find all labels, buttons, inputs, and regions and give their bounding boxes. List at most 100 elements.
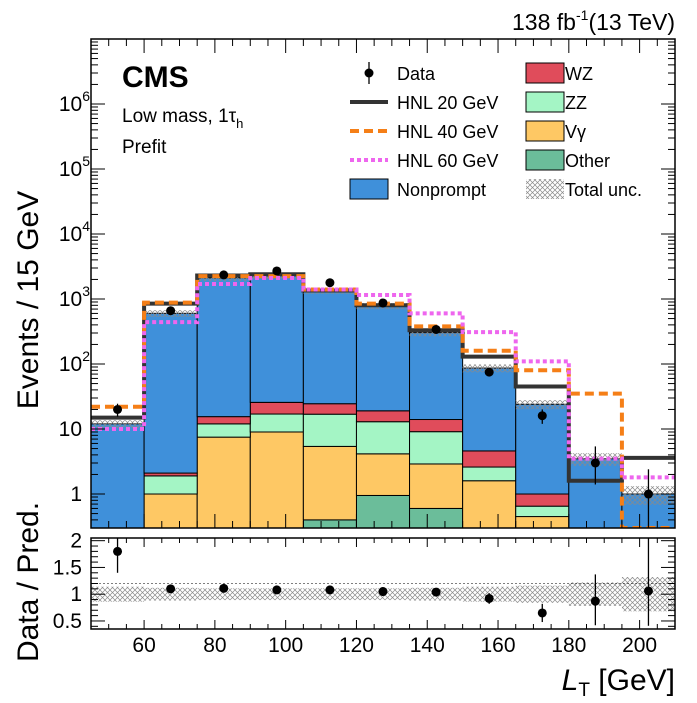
bar-zz-3 [249,413,304,433]
bar-nonprompt-1 [143,312,198,474]
legend-label-hnl40: HNL 40 GeV [397,122,498,142]
ratio-unc-bin-0 [91,586,145,602]
bar-vgamma-1 [143,493,198,528]
x-axis-title: LT [GeV] [562,664,675,701]
legend-label-wz: WZ [565,64,593,84]
ratio-point-7 [484,593,494,603]
x-tick-label: 180 [551,634,586,657]
bar-nonprompt-3 [249,275,304,403]
ratio-points [113,538,653,626]
legend-label-zz: ZZ [565,93,587,113]
ratio-point-10 [643,586,653,596]
legend-label-other: Other [565,151,610,171]
ratio-point-2 [219,583,229,593]
bar-vgamma-3 [249,431,304,528]
bar-nonprompt-0 [91,423,145,528]
signal-hnl60 [91,276,675,480]
ratio-y-tick-label: 1 [70,583,82,606]
ratio-point-0 [113,546,123,556]
bar-vgamma-6 [409,463,464,509]
unc-band-bin-0 [91,420,145,429]
data-point-5 [378,298,388,308]
ratio-point-9 [590,596,600,606]
bar-wz-2 [196,416,251,425]
y-tick-label: 104 [59,218,90,246]
lumi-label: 138 fb-1 [512,7,589,35]
legend-swatch-data [364,68,374,78]
legend-swatch-vgamma [525,120,565,142]
bar-zz-4 [302,413,357,447]
y-tick-label: 102 [59,348,90,376]
ratio-y-tick-label: 0.5 [53,610,82,633]
legend-swatch-wz [525,62,565,84]
bar-wz-6 [409,419,464,433]
main-y-axis: 1 10 102 103 104 105 106 [59,41,675,529]
legend-swatch-unc [526,179,564,199]
stage-label: Prefit [122,137,167,158]
bar-wz-3 [249,401,304,415]
data-point-1 [166,306,176,316]
bar-zz-8 [515,505,570,518]
ratio-point-8 [537,608,547,618]
bar-wz-4 [302,403,357,415]
y-axis-title: Events / 15 GeV [12,191,45,409]
legend-label-vgamma: Vγ [565,122,586,142]
ratio-y-tick-label: 2 [70,530,82,553]
data-point-4 [325,278,335,288]
bar-nonprompt-2 [196,277,251,418]
y-tick-label: 106 [59,88,90,116]
y-tick-label: 103 [59,283,90,311]
x-tick-label: 160 [481,634,516,657]
region-label: Low mass, 1τh [122,106,243,131]
bar-vgamma-4 [302,445,357,521]
legend: Data HNL 20 GeV HNL 40 GeV HNL 60 GeV Nonpro… [349,62,642,200]
bar-other-6 [409,507,464,528]
unc-band-bin-8 [515,400,569,410]
x-tick-label: 120 [339,634,374,657]
data-points [113,266,653,528]
data-point-0 [113,404,123,414]
bar-zz-6 [409,431,464,465]
y-tick-label: 1 [70,483,82,506]
bar-wz-7 [462,450,517,468]
x-tick-label: 80 [203,634,226,657]
data-point-8 [537,411,547,421]
ratio-y-axis-title: Data / Pred. [12,502,45,662]
ratio-y-tick-label: 1.5 [53,556,82,579]
x-tick-label: 60 [132,634,155,657]
bar-wz-5 [355,410,411,423]
stacked-histogram [91,275,675,528]
bar-nonprompt-6 [409,332,464,421]
x-tick-label: 100 [268,634,303,657]
legend-label-hnl20: HNL 20 GeV [397,93,498,113]
data-point-7 [484,367,494,377]
ratio-unc-bin-2 [197,588,251,601]
bar-nonprompt-4 [302,290,357,405]
bar-zz-7 [462,466,517,482]
ratio-y-axis: 0.5 1 1.5 2 [53,530,675,633]
bar-other-4 [302,519,357,528]
bar-nonprompt-7 [462,367,517,452]
data-point-3 [272,266,282,276]
ratio-point-4 [325,585,335,595]
x-tick-label: 140 [410,634,445,657]
data-point-10 [643,489,653,499]
data-point-2 [219,270,229,280]
bar-vgamma-7 [462,480,517,528]
ratio-point-5 [378,587,388,597]
y-tick-label: 10 [59,418,82,441]
ratio-unc-bin-1 [144,587,198,601]
y-tick-label: 105 [59,153,90,181]
ratio-x-axis: 60 80 100 120 140 160 180 200 [90,538,676,657]
cms-logo-text: CMS [122,61,189,94]
ratio-unc-bin-8 [515,585,569,603]
data-point-9 [590,458,600,468]
main-x-ticks [90,39,676,528]
bar-nonprompt-5 [355,305,411,412]
bar-zz-2 [196,423,251,438]
legend-swatch-other [525,149,565,171]
bar-other-5 [355,494,411,528]
legend-swatch-nonprompt [349,178,389,200]
energy-label: (13 TeV) [588,9,675,35]
